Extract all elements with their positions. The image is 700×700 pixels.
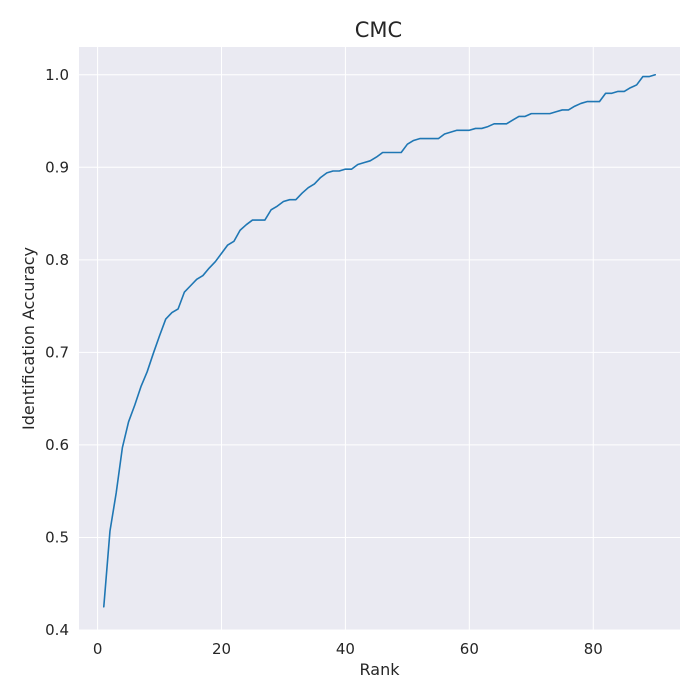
x-gridlines [97, 47, 594, 630]
y-tick-label: 0.6 [45, 436, 69, 454]
y-axis-label: Identification Accuracy [19, 247, 38, 430]
y-gridlines [79, 74, 680, 631]
series-line [102, 73, 657, 608]
y-tick-label: 0.5 [45, 528, 69, 546]
y-tick-label: 0.7 [45, 343, 69, 361]
x-tick-label: 20 [212, 640, 231, 658]
x-tick-label: 80 [584, 640, 603, 658]
y-tick-label: 1.0 [45, 66, 69, 84]
y-tick-labels: 0.4 0.5 0.6 0.7 0.8 0.9 1.0 [45, 66, 69, 639]
y-tick-label: 0.8 [45, 251, 69, 269]
series-group [102, 73, 657, 608]
x-axis-label: Rank [360, 660, 401, 679]
x-tick-labels: 0 20 40 60 80 [93, 640, 603, 658]
chart-title: CMC [355, 18, 402, 42]
y-tick-label: 0.9 [45, 158, 69, 176]
plot-area [79, 47, 680, 630]
x-tick-label: 60 [460, 640, 479, 658]
x-tick-label: 40 [336, 640, 355, 658]
x-tick-label: 0 [93, 640, 103, 658]
y-tick-label: 0.4 [45, 621, 69, 639]
